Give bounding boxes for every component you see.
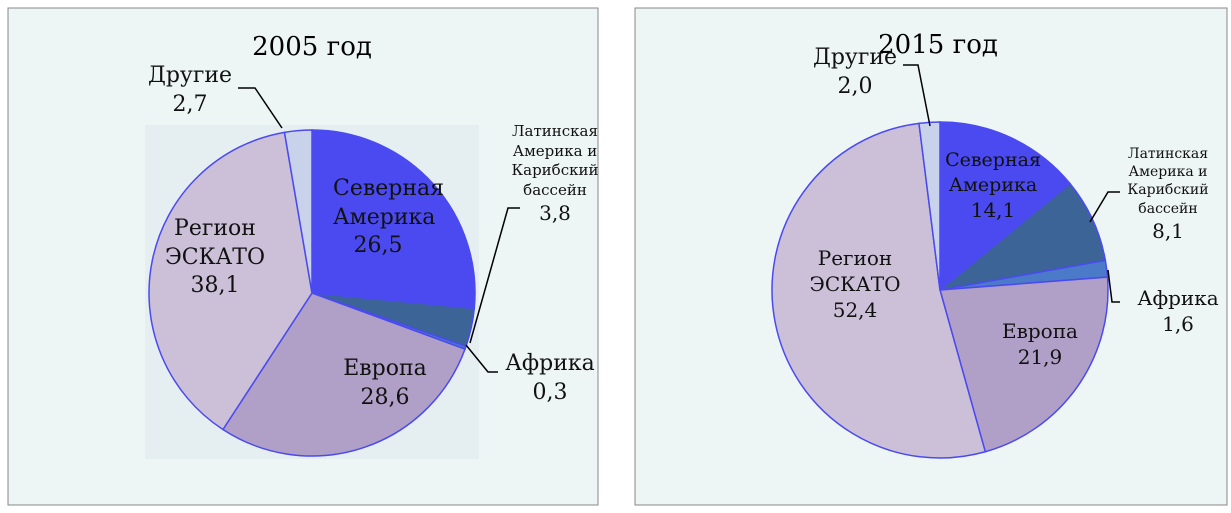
pie-slice <box>148 131 313 431</box>
value-label: 52,4 <box>832 298 878 322</box>
pie-slice <box>311 129 476 310</box>
category-name: Африка <box>505 351 595 376</box>
chart-title: 2005 год <box>252 32 372 62</box>
category-name: Северная Америка <box>945 149 1041 196</box>
slice-label: Европа 21,9 <box>980 318 1100 370</box>
chart-title: 2015 год <box>878 30 998 60</box>
category-name: Другие <box>147 63 233 88</box>
value-label: 3,8 <box>539 201 571 225</box>
leader-line <box>903 64 931 127</box>
pie-slice <box>939 121 1072 292</box>
slice-label: Регион ЭСКАТО 38,1 <box>160 215 270 301</box>
value-label: 26,5 <box>353 233 403 259</box>
leader-line <box>238 87 283 129</box>
leader-line <box>469 207 520 344</box>
slice-label: Регион ЭСКАТО 52,4 <box>795 245 915 323</box>
pie-slice <box>221 292 466 457</box>
slice-label: Европа 28,6 <box>325 355 445 412</box>
slice-label: Латинская Америка и Карибский бассейн 3,8 <box>505 122 605 226</box>
category-name: Латинская Америка и Карибский бассейн <box>1127 146 1209 217</box>
slice-label: Другие 2,7 <box>140 62 240 119</box>
category-name: Европа <box>1002 319 1078 343</box>
pie-slice <box>283 129 313 294</box>
pie-slice <box>939 276 1109 453</box>
value-label: 2,0 <box>837 73 873 99</box>
leader-line <box>465 344 498 373</box>
value-label: 8,1 <box>1152 218 1184 243</box>
value-label: 14,1 <box>970 198 1016 223</box>
category-name: Северная Америка <box>333 176 444 230</box>
slice-label: Северная Америка 14,1 <box>943 148 1043 223</box>
pie-slice <box>771 122 987 459</box>
value-label: 28,6 <box>360 384 410 410</box>
value-label: 2,7 <box>172 91 208 117</box>
category-name: Другие <box>812 45 898 70</box>
slice-label: Африка 0,3 <box>490 350 610 407</box>
slice-label: Африка 1,6 <box>1123 285 1231 337</box>
category-name: Африка <box>1137 286 1219 310</box>
value-label: 21,9 <box>1017 345 1063 369</box>
slice-label: Латинская Америка и Карибский бассейн 8,1 <box>1113 145 1223 244</box>
value-label: 1,6 <box>1162 312 1194 336</box>
value-label: 38,1 <box>190 273 240 299</box>
category-name: Регион ЭСКАТО <box>809 246 901 296</box>
category-name: Латинская Америка и Карибский бассейн <box>511 122 599 199</box>
slice-label: Другие 2,0 <box>800 44 910 101</box>
value-label: 0,3 <box>532 379 568 405</box>
category-name: Регион ЭСКАТО <box>164 216 266 270</box>
leader-line <box>1089 191 1120 223</box>
slice-label: Северная Америка 26,5 <box>333 175 444 261</box>
leader-line <box>1107 269 1120 303</box>
category-name: Европа <box>343 356 427 381</box>
